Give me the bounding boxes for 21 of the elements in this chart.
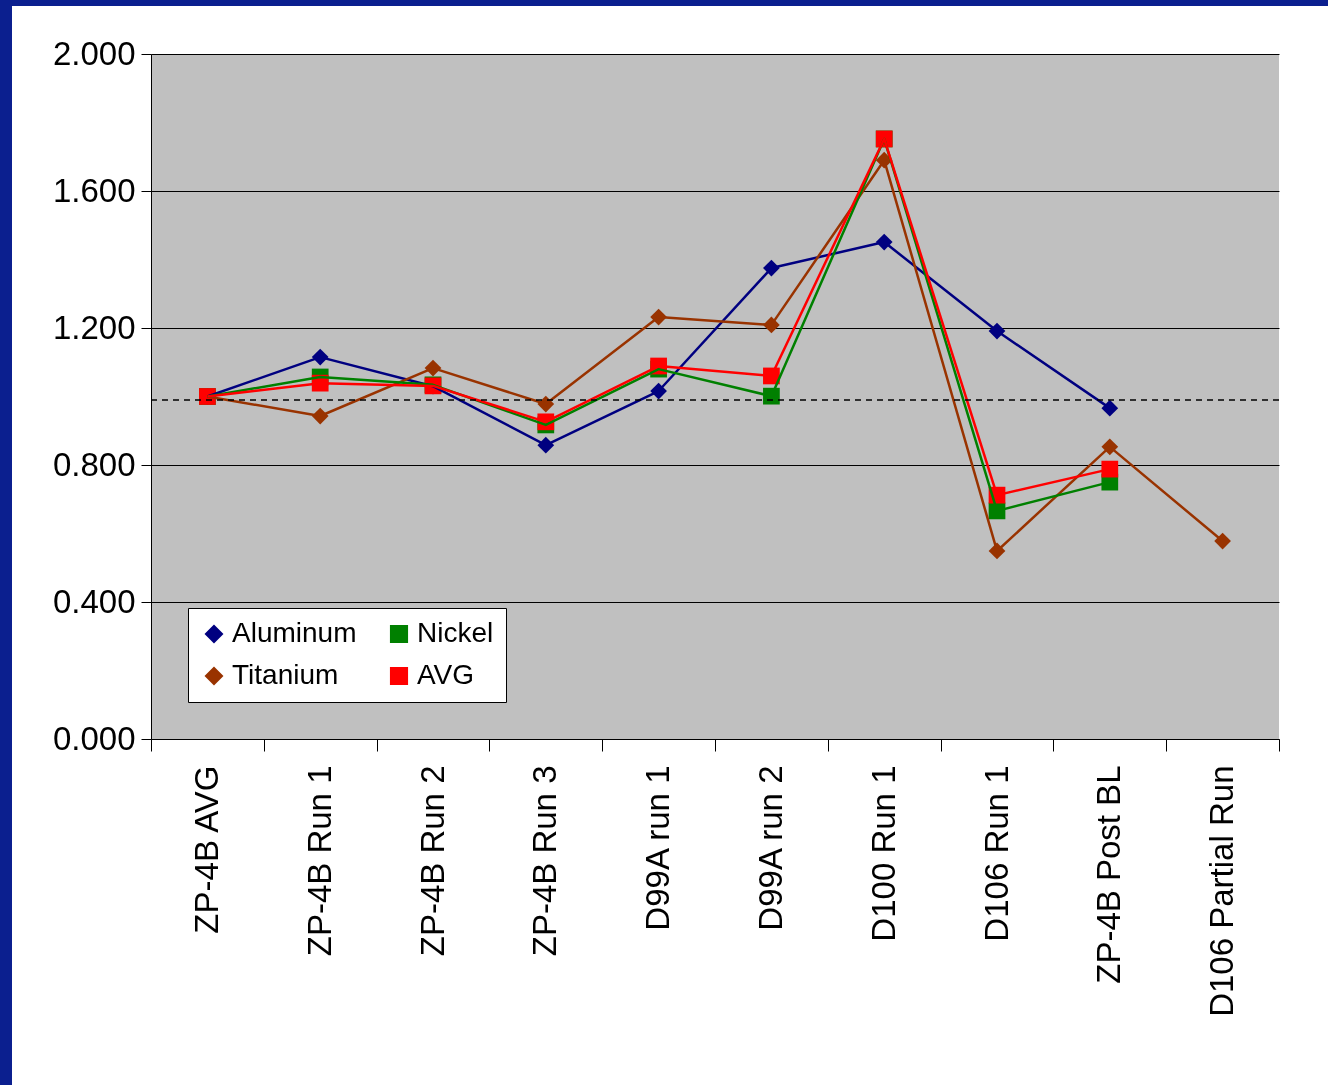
y-tick-label: 1.600 xyxy=(52,171,136,209)
point xyxy=(1101,399,1119,417)
x-tick-label: D106 Partial Run xyxy=(1203,765,1241,1017)
x-tick-label: D99A run 2 xyxy=(751,765,789,931)
legend-label: Titanium xyxy=(232,659,339,690)
legend-label: Nickel xyxy=(417,617,494,648)
y-tick-label: 0.400 xyxy=(52,582,136,620)
x-tick-label: ZP-4B Run 1 xyxy=(300,765,338,957)
y-tick-label: 0.800 xyxy=(52,445,136,483)
legend-label: AVG xyxy=(417,659,475,690)
y-tick-label: 0.000 xyxy=(52,719,136,757)
x-tick-label: D100 Run 1 xyxy=(864,765,902,942)
legend-label: Aluminum xyxy=(232,617,357,648)
x-tick-label: ZP-4B Run 3 xyxy=(526,765,564,957)
y-tick-label: 1.200 xyxy=(52,308,136,346)
x-tick-label: D106 Run 1 xyxy=(977,765,1015,942)
y-tick-label: 2.000 xyxy=(52,34,136,72)
x-tick-label: ZP-4B AVG xyxy=(187,765,225,934)
x-tick-label: ZP-4B Run 2 xyxy=(413,765,451,957)
x-tick-label: ZP-4B Post BL xyxy=(1090,765,1128,984)
x-tick-label: D99A run 1 xyxy=(639,765,677,931)
